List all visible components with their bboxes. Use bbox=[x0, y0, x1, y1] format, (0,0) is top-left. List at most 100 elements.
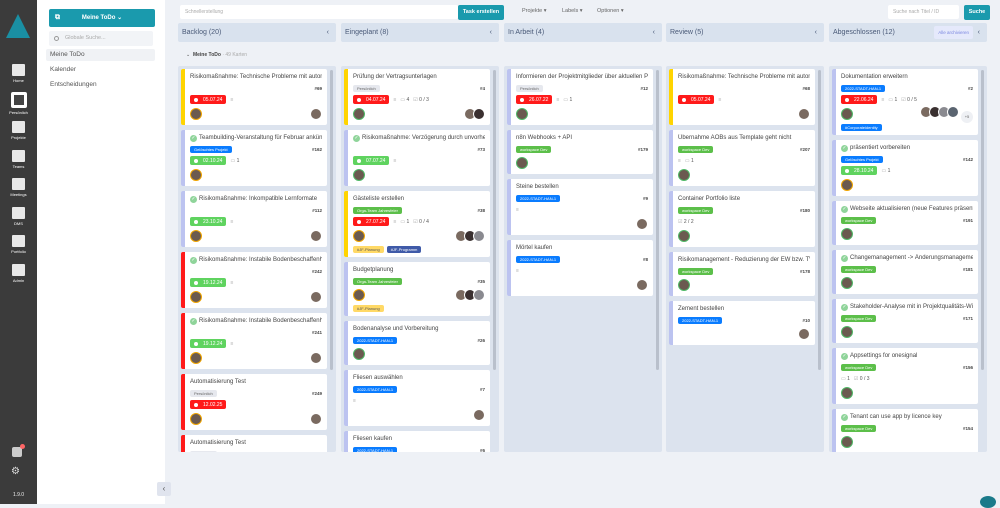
project-tag[interactable]: 2022-STADT-HAN-1 bbox=[353, 336, 398, 344]
collapse-panel-button[interactable]: ‹ bbox=[157, 482, 171, 496]
owner-avatar[interactable] bbox=[841, 227, 853, 240]
task-card[interactable]: Risikomaßnahme: Technische Probleme mit … bbox=[181, 69, 327, 125]
owner-avatar[interactable] bbox=[190, 290, 202, 303]
quick-create-input[interactable]: Schnellerstellung bbox=[180, 5, 458, 19]
member-avatar[interactable] bbox=[473, 229, 485, 242]
collapse-column-icon[interactable]: ‹ bbox=[489, 29, 492, 36]
scrollbar[interactable] bbox=[981, 70, 984, 370]
project-tag[interactable]: Persönlich bbox=[190, 450, 217, 452]
task-card[interactable]: Risikomaßnahme: Technische Probleme mit … bbox=[669, 69, 815, 125]
project-tag[interactable]: workspace Dev bbox=[678, 206, 714, 214]
collapse-column-icon[interactable]: ‹ bbox=[977, 29, 980, 36]
owner-avatar[interactable] bbox=[678, 278, 690, 291]
member-avatar[interactable] bbox=[310, 107, 322, 120]
member-avatar[interactable] bbox=[798, 327, 810, 340]
member-avatar[interactable] bbox=[636, 278, 648, 291]
create-task-button[interactable]: Task erstellen bbox=[458, 5, 504, 20]
owner-avatar[interactable] bbox=[190, 107, 202, 120]
nav-portfolio[interactable]: Portfolio bbox=[0, 235, 37, 254]
task-card[interactable]: Automatisierung Test Persönlich #249 12.02.… bbox=[181, 374, 327, 430]
search-button[interactable]: Suche bbox=[964, 5, 990, 20]
task-card[interactable]: ✓ Webseite aktualisieren (neue Features p… bbox=[832, 201, 978, 245]
owner-avatar[interactable] bbox=[190, 229, 202, 242]
member-avatar[interactable] bbox=[473, 408, 485, 421]
project-tag[interactable]: Gelöschtes Projekt bbox=[190, 145, 232, 153]
task-card[interactable]: ✓ Stakeholder-Analyse mit in Projektquali… bbox=[832, 299, 978, 343]
member-avatar[interactable] bbox=[310, 290, 322, 303]
app-logo[interactable] bbox=[6, 14, 30, 38]
owner-avatar[interactable] bbox=[353, 347, 365, 360]
notification-icon[interactable] bbox=[12, 447, 22, 457]
global-search-input[interactable]: Globale Suche... bbox=[49, 31, 153, 46]
task-card[interactable]: ✓ Teambuilding-Veranstaltung für Februar … bbox=[181, 130, 327, 186]
task-card[interactable]: Mörtel kaufen 2022-STADT-HAN-1 #8 ≡ bbox=[507, 240, 653, 296]
collapse-column-icon[interactable]: ‹ bbox=[326, 29, 329, 36]
nav-persoenlich[interactable]: Persönlich bbox=[0, 92, 37, 115]
owner-avatar[interactable] bbox=[353, 168, 365, 181]
help-chat-button[interactable] bbox=[980, 496, 996, 508]
project-tag[interactable]: 2022-STADT-HAN-1 bbox=[353, 446, 398, 452]
owner-avatar[interactable] bbox=[516, 156, 528, 169]
task-card[interactable]: Fliesen auswählen 2022-STADT-HAN-1 #7 ≡ bbox=[344, 370, 490, 426]
task-card[interactable]: Dokumentation erweitern 2022-STADT-HAN-1 #… bbox=[832, 69, 978, 135]
task-card[interactable]: Informieren der Projektmitglieder über a… bbox=[507, 69, 653, 125]
task-card[interactable]: ✓ Risikomaßnahme: Instabile Bodenbeschaff… bbox=[181, 252, 327, 308]
task-card[interactable]: Risikomanagement - Reduzierung der EW bz… bbox=[669, 252, 815, 296]
owner-avatar[interactable] bbox=[841, 325, 853, 338]
menu-item-meine-todo[interactable]: Meine ToDo bbox=[46, 49, 155, 61]
owner-avatar[interactable] bbox=[190, 351, 202, 364]
more-members[interactable]: +5 bbox=[961, 111, 973, 123]
task-card[interactable]: Container Portfolio liste workspace Dev #1… bbox=[669, 191, 815, 247]
owner-avatar[interactable] bbox=[841, 178, 853, 191]
owner-avatar[interactable] bbox=[841, 276, 853, 289]
project-tag[interactable]: Persönlich bbox=[190, 389, 217, 397]
task-card[interactable]: Steine bestellen 2022-STADT-HAN-1 #9 ≡ bbox=[507, 179, 653, 235]
project-tag[interactable]: 2022-STADT-HAN-1 bbox=[516, 194, 561, 202]
owner-avatar[interactable] bbox=[516, 107, 528, 120]
project-tag[interactable]: workspace Dev bbox=[678, 267, 714, 275]
task-card[interactable]: ✓ Changemanagement -> Änderungsmanagement… bbox=[832, 250, 978, 294]
project-tag[interactable]: Persönlich bbox=[353, 84, 380, 92]
project-tag[interactable]: workspace Dev bbox=[841, 216, 877, 224]
project-tag[interactable]: 2022-STADT-HAN-1 bbox=[516, 255, 561, 263]
project-tag[interactable]: Persönlich bbox=[516, 84, 543, 92]
collapse-column-icon[interactable]: ‹ bbox=[814, 29, 817, 36]
task-card[interactable]: Gästeliste erstellen Orga-Team Jahresfeie… bbox=[344, 191, 490, 257]
project-tag[interactable]: workspace Dev bbox=[841, 424, 877, 432]
project-tag[interactable]: Gelöschtes Projekt bbox=[841, 155, 883, 163]
options-dropdown[interactable]: Optionen ▾ bbox=[597, 8, 624, 14]
member-avatar[interactable] bbox=[310, 229, 322, 242]
project-tag[interactable]: workspace Dev bbox=[841, 363, 877, 371]
member-avatar[interactable] bbox=[636, 217, 648, 230]
label-tag[interactable]: #JF-Planung bbox=[353, 305, 384, 312]
archive-all-button[interactable]: Alle archivieren bbox=[934, 26, 973, 39]
scrollbar[interactable] bbox=[493, 70, 496, 370]
labels-dropdown[interactable]: Labels ▾ bbox=[562, 8, 583, 14]
collapse-column-icon[interactable]: ‹ bbox=[652, 29, 655, 36]
owner-avatar[interactable] bbox=[678, 229, 690, 242]
task-card[interactable]: Automatisierung Test Persönlich #262 bbox=[181, 435, 327, 452]
user-settings-icon[interactable]: ⚙ bbox=[11, 466, 20, 477]
project-tag[interactable]: workspace Dev bbox=[678, 145, 714, 153]
member-avatar[interactable] bbox=[473, 288, 485, 301]
project-tag[interactable]: workspace Dev bbox=[516, 145, 552, 153]
nav-admin[interactable]: Admin bbox=[0, 264, 37, 283]
owner-avatar[interactable] bbox=[353, 288, 365, 301]
meine-todo-button[interactable]: ⧉ Meine ToDo ⌄ bbox=[49, 9, 155, 27]
swimlane-header[interactable]: ⌄ Meine ToDo · 49 Karten bbox=[186, 52, 248, 58]
task-card[interactable]: ✓ Risikomaßnahme: Instabile Bodenbeschaff… bbox=[181, 313, 327, 369]
owner-avatar[interactable] bbox=[841, 386, 853, 399]
project-tag[interactable]: 2022-STADT-HAN-1 bbox=[678, 316, 723, 324]
owner-avatar[interactable] bbox=[841, 435, 853, 448]
task-card[interactable]: ✓ Appsettings for onesignal workspace Dev #… bbox=[832, 348, 978, 404]
task-card[interactable]: Übernahme AOBs aus Template geht nicht wo… bbox=[669, 130, 815, 186]
owner-avatar[interactable] bbox=[678, 168, 690, 181]
nav-home[interactable]: Home bbox=[0, 64, 37, 83]
menu-item-kalender[interactable]: Kalender bbox=[50, 66, 77, 73]
menu-item-entscheidungen[interactable]: Entscheidungen bbox=[50, 81, 97, 88]
project-tag[interactable]: 2022-STADT-HAN-1 bbox=[353, 385, 398, 393]
label-tag[interactable]: #JF-Planung bbox=[353, 246, 384, 253]
task-card[interactable]: n8n Webhooks + API workspace Dev #179 bbox=[507, 130, 653, 174]
label-tag[interactable]: #Corporateidentity bbox=[841, 124, 882, 131]
